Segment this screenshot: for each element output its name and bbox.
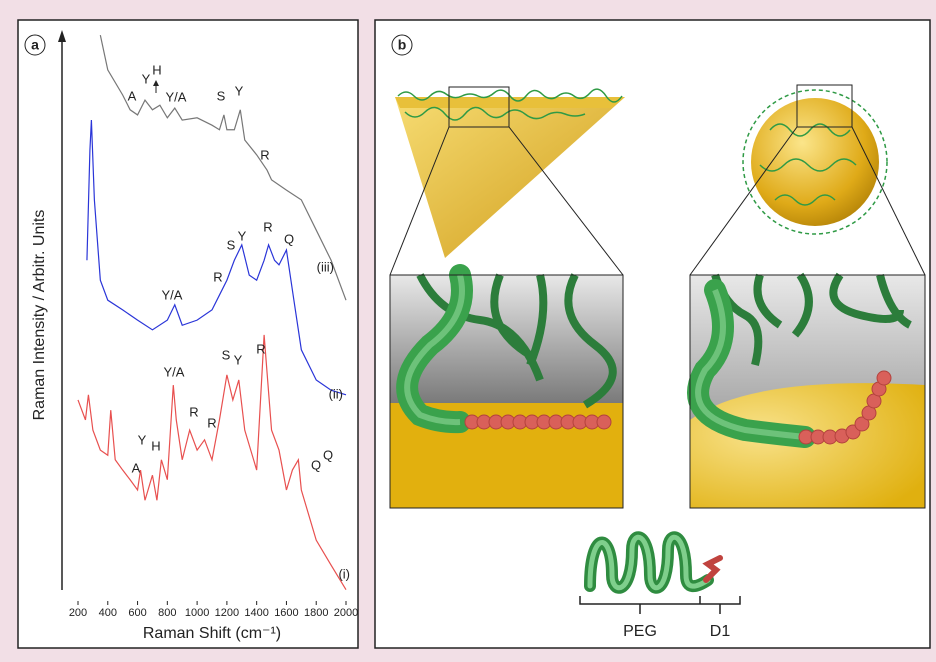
panel-label: b	[398, 37, 407, 53]
peak-label: R	[207, 415, 216, 430]
peak-label: R	[189, 404, 198, 419]
nanosphere	[751, 98, 879, 226]
x-tick-label: 1000	[185, 607, 209, 619]
x-tick-label: 600	[128, 607, 146, 619]
page: {"panel_a": {"label": "a", "peak_labels"…	[0, 0, 936, 657]
peak-label: S	[222, 347, 231, 362]
figure: a Raman Intensity / Arbitr. Units Raman …	[0, 0, 936, 657]
spectrum-label: (i)	[338, 566, 350, 581]
peak-label: S	[217, 88, 226, 103]
peak-label: H	[152, 62, 161, 77]
peak-label: R	[213, 269, 222, 284]
prism-detail	[390, 275, 623, 508]
spectrum-label: (ii)	[329, 386, 343, 401]
peak-label: S	[227, 237, 236, 252]
prism-top	[395, 97, 625, 108]
x-tick-label: 1400	[244, 607, 268, 619]
peak-label: Q	[284, 231, 294, 246]
x-tick-label: 1600	[274, 607, 298, 619]
x-tick-label: 800	[158, 607, 176, 619]
peak-label: Y/A	[164, 364, 185, 379]
peak-label: R	[263, 219, 272, 234]
peak-label: A	[132, 460, 141, 475]
peak-label: R	[260, 147, 269, 162]
x-tick-label: 2000	[334, 607, 358, 619]
peak-label: Y/A	[162, 287, 183, 302]
x-tick-label: 200	[69, 607, 87, 619]
sphere-detail	[690, 275, 925, 508]
x-tick-label: 400	[99, 607, 117, 619]
peak-label: R	[256, 341, 265, 356]
peak-label: Y	[238, 228, 247, 243]
peak-label: Y	[138, 432, 147, 447]
d1-label: D1	[710, 623, 731, 640]
x-axis-label: Raman Shift (cm⁻¹)	[143, 625, 281, 642]
x-tick-label: 1800	[304, 607, 328, 619]
x-tick-label: 1200	[215, 607, 239, 619]
peak-label: Q	[323, 447, 333, 462]
peak-label: H	[151, 438, 160, 453]
peak-label: A	[128, 88, 137, 103]
peak-label: Y	[234, 352, 243, 367]
peak-label: Y/A	[166, 89, 187, 104]
peg-label: PEG	[623, 623, 657, 640]
panel-a-frame	[18, 20, 358, 648]
panel-label: a	[31, 37, 39, 53]
peak-label: Q	[311, 457, 321, 472]
peak-label: Y	[142, 71, 151, 86]
y-axis-label: Raman Intensity / Arbitr. Units	[31, 210, 48, 421]
spectrum-label: (iii)	[317, 259, 334, 274]
peak-label: Y	[235, 83, 244, 98]
